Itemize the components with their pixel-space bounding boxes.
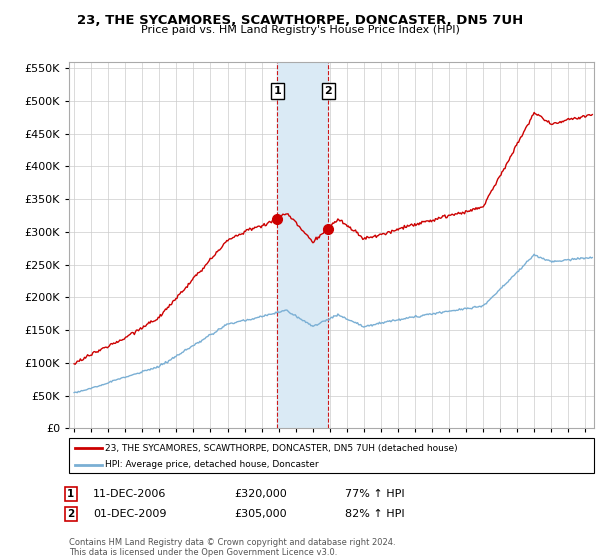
Text: 1: 1	[67, 489, 74, 499]
Text: £305,000: £305,000	[234, 509, 287, 519]
Bar	[277, 62, 328, 428]
Text: Contains HM Land Registry data © Crown copyright and database right 2024.
This d: Contains HM Land Registry data © Crown c…	[69, 538, 395, 557]
Text: £320,000: £320,000	[234, 489, 287, 499]
Text: 1: 1	[274, 86, 281, 96]
Text: 23, THE SYCAMORES, SCAWTHORPE, DONCASTER, DN5 7UH: 23, THE SYCAMORES, SCAWTHORPE, DONCASTER…	[77, 14, 523, 27]
Text: 77% ↑ HPI: 77% ↑ HPI	[345, 489, 404, 499]
Text: 2: 2	[325, 86, 332, 96]
Text: Price paid vs. HM Land Registry's House Price Index (HPI): Price paid vs. HM Land Registry's House …	[140, 25, 460, 35]
Text: 2: 2	[67, 509, 74, 519]
Text: 23, THE SYCAMORES, SCAWTHORPE, DONCASTER, DN5 7UH (detached house): 23, THE SYCAMORES, SCAWTHORPE, DONCASTER…	[105, 444, 458, 452]
Text: 01-DEC-2009: 01-DEC-2009	[93, 509, 167, 519]
Text: 82% ↑ HPI: 82% ↑ HPI	[345, 509, 404, 519]
Text: HPI: Average price, detached house, Doncaster: HPI: Average price, detached house, Donc…	[105, 460, 319, 469]
Text: 11-DEC-2006: 11-DEC-2006	[93, 489, 166, 499]
